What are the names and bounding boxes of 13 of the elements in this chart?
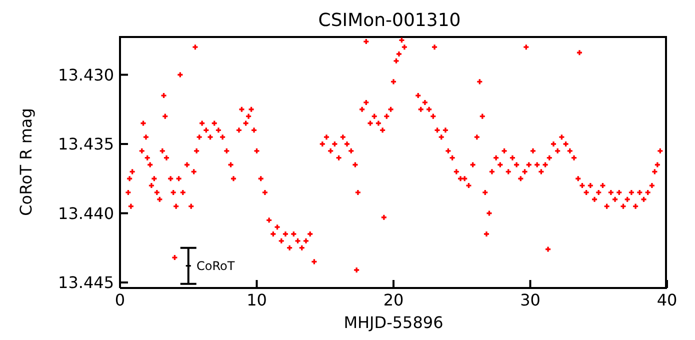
y-tick-label: 13.445 xyxy=(58,273,114,292)
x-tick-label: 30 xyxy=(520,290,540,310)
chart-title: CSIMon-001310 xyxy=(317,10,462,31)
y-axis-title: CoRoT R mag xyxy=(16,108,36,216)
y-tick-label: 13.430 xyxy=(58,65,114,84)
x-tick-label: 20 xyxy=(383,290,404,310)
x-tick-label: 10 xyxy=(246,290,267,310)
y-tick-label: 13.435 xyxy=(58,134,114,154)
y-tick-label: 13.440 xyxy=(58,204,114,223)
series-label: CoRoT xyxy=(196,259,236,274)
x-axis-title: MHJD-55896 xyxy=(344,313,444,332)
x-tick-label: 40 xyxy=(656,290,678,310)
x-tick-label: 0 xyxy=(114,290,126,310)
